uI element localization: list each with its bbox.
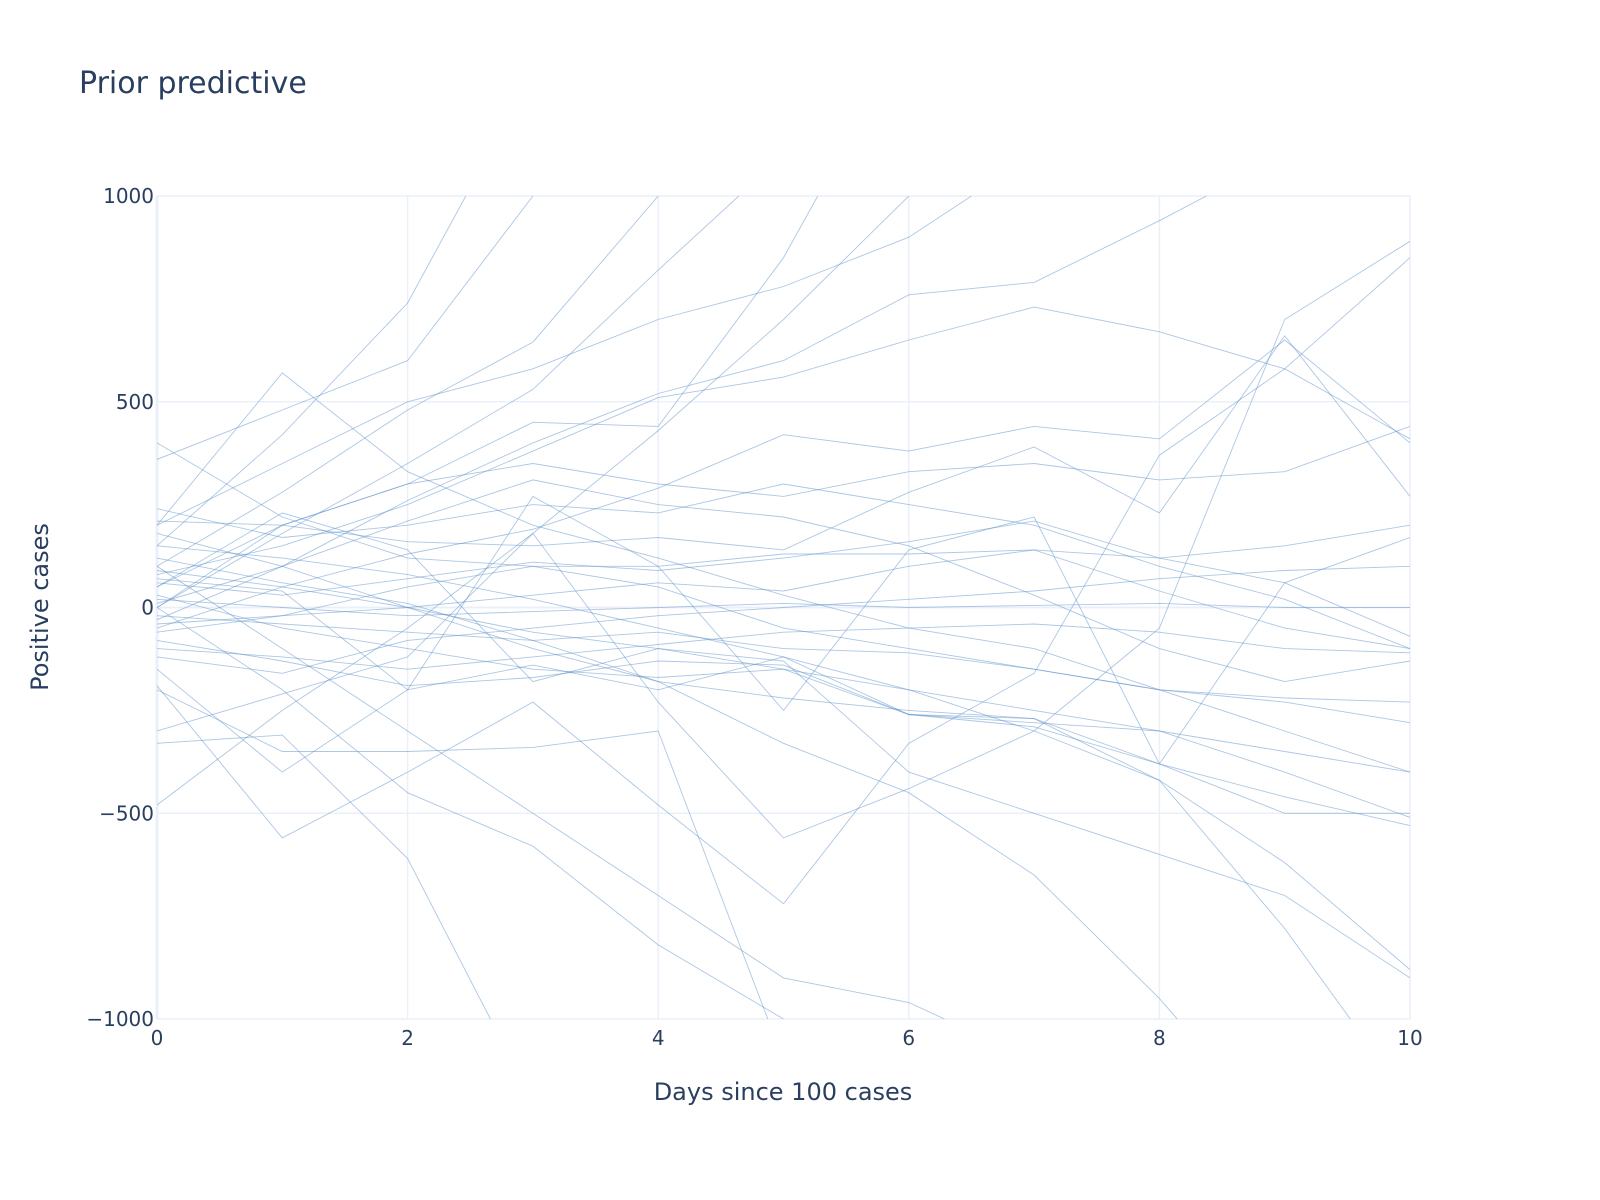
series-line-11 — [157, 240, 1410, 839]
series-line-33 — [157, 615, 1410, 703]
series-line-34 — [157, 483, 1410, 650]
series-line-29 — [157, 425, 1410, 608]
series-line-14 — [157, 257, 1410, 905]
series-line-12 — [157, 495, 1410, 773]
series-line-35 — [157, 479, 1410, 683]
series-line-16 — [157, 607, 784, 1019]
series-line-24 — [157, 623, 1410, 670]
y-tick-label: 1000 — [103, 184, 154, 208]
series-line-17 — [157, 689, 769, 1019]
y-axis-label: Positive cases — [26, 523, 54, 691]
chart-title: Prior predictive — [79, 66, 307, 101]
series-line-22 — [157, 524, 1410, 633]
series-line-13 — [157, 512, 1410, 979]
x-tick-label: 4 — [652, 1026, 665, 1050]
series-lines — [157, 196, 1410, 1019]
series-line-31 — [157, 565, 1410, 674]
series-line-5 — [157, 196, 972, 526]
series-line-21 — [157, 598, 1410, 617]
x-tick-label: 6 — [902, 1026, 915, 1050]
series-line-27 — [157, 545, 1410, 970]
series-line-0 — [157, 196, 467, 547]
y-tick-label: 500 — [116, 390, 154, 414]
series-line-8 — [157, 442, 1410, 724]
series-line-10 — [157, 196, 910, 806]
series-line-15 — [157, 734, 491, 1019]
series-line-32 — [157, 520, 1410, 637]
series-line-26 — [157, 335, 1410, 551]
series-line-36 — [157, 549, 1410, 650]
series-line-19 — [157, 532, 1410, 814]
series-line-2 — [157, 196, 659, 567]
series-line-1 — [157, 196, 534, 460]
x-tick-label: 8 — [1153, 1026, 1166, 1050]
series-line-18 — [157, 565, 945, 1019]
series-line-20 — [157, 339, 1410, 629]
series-line-37 — [157, 570, 1410, 773]
x-axis-label: Days since 100 cases — [654, 1078, 913, 1106]
series-line-3 — [157, 196, 740, 608]
series-line-30 — [157, 557, 1178, 1019]
series-line-7 — [157, 306, 1410, 576]
y-tick-label: −1000 — [86, 1007, 154, 1031]
ticks: 0 2 4 6 8 10 −1000 −500 0 500 1000 — [86, 184, 1422, 1050]
series-line-28 — [157, 639, 1351, 1019]
series-line-6 — [157, 196, 1207, 621]
y-tick-label: 0 — [141, 596, 154, 620]
y-tick-label: −500 — [99, 801, 154, 825]
x-tick-label: 2 — [401, 1026, 414, 1050]
x-tick-label: 0 — [151, 1026, 164, 1050]
x-tick-label: 10 — [1397, 1026, 1422, 1050]
